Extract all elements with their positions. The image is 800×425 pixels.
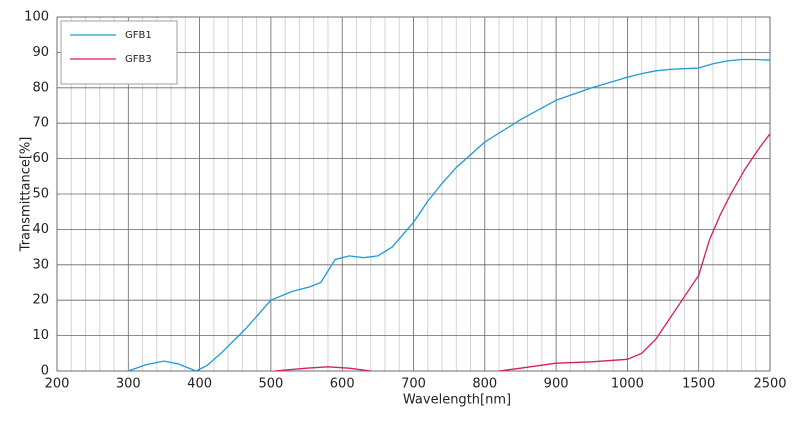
x-axis-title: Wavelength[nm]	[403, 393, 511, 408]
y-tick-label: 50	[32, 187, 49, 202]
x-tick-label: 600	[330, 377, 355, 392]
y-tick-label: 30	[32, 257, 49, 272]
plot-frame	[56, 16, 771, 372]
x-tick-label: 900	[544, 377, 569, 392]
y-tick-label: 100	[24, 10, 49, 25]
x-tick-label: 1000	[611, 377, 644, 392]
x-tick-label: 300	[116, 377, 141, 392]
x-tick-label: 800	[472, 377, 497, 392]
x-tick-label: 1500	[682, 377, 715, 392]
x-tick-label: 2500	[753, 377, 786, 392]
x-tick-label: 500	[258, 377, 283, 392]
y-tick-label: 90	[32, 45, 49, 60]
x-tick-label: 400	[187, 377, 212, 392]
legend-box	[60, 20, 178, 85]
y-axis-title: Transmittance[%]	[19, 137, 34, 253]
series-line	[128, 58, 771, 372]
series-line	[499, 133, 771, 372]
x-tick-label: 200	[45, 377, 70, 392]
legend-label: GFB3	[125, 54, 152, 65]
y-tick-label: 60	[32, 151, 49, 166]
y-tick-label: 10	[32, 328, 49, 343]
legend-label: GFB1	[125, 30, 152, 41]
y-tick-label: 0	[41, 364, 49, 379]
y-tick-label: 40	[32, 222, 49, 237]
x-tick-label: 700	[401, 377, 426, 392]
y-tick-label: 20	[32, 293, 49, 308]
series-line	[274, 366, 371, 372]
y-tick-label: 70	[32, 116, 49, 131]
y-tick-label: 80	[32, 80, 49, 95]
